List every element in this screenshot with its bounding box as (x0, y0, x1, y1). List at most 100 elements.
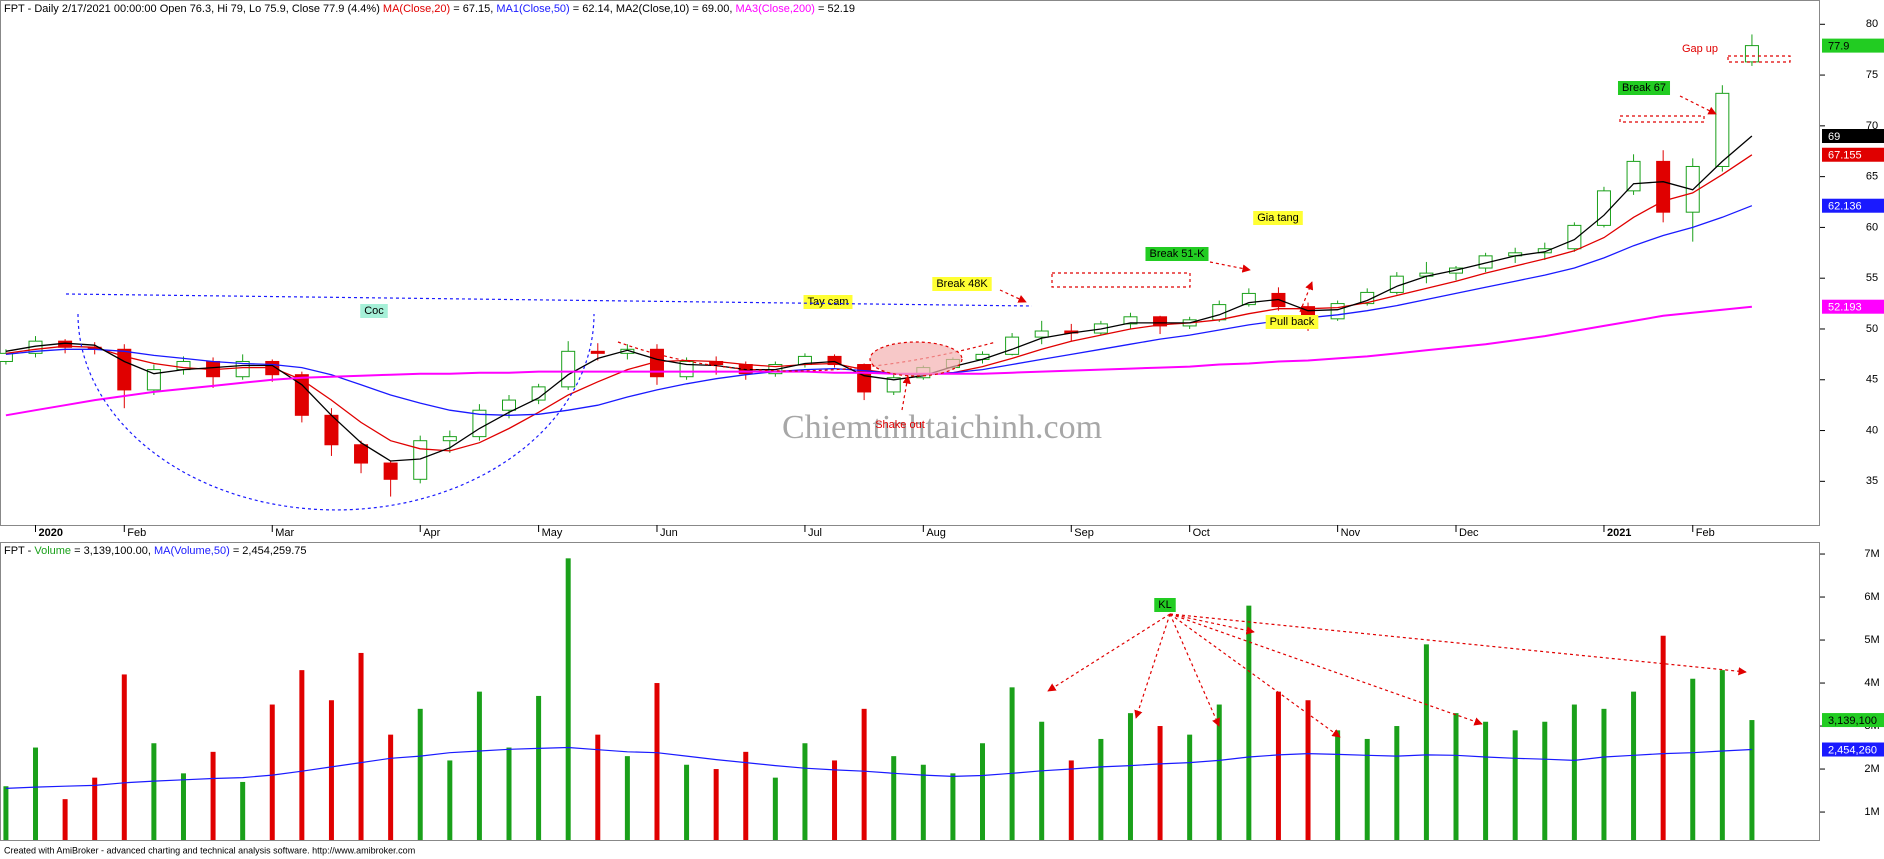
legend-readout: = 52.19 (815, 3, 855, 15)
volume-bar (891, 756, 897, 840)
volume-bar (180, 773, 186, 840)
gap-zone (1727, 55, 1791, 63)
cup-arc (77, 313, 595, 511)
annotation: Gia tang (1257, 212, 1299, 224)
volume-bar (417, 708, 423, 840)
candle-body (354, 444, 369, 464)
y-tick-label: 35 (1866, 475, 1878, 487)
annotation-box (1617, 81, 1671, 95)
candle-body (590, 350, 605, 354)
last-value-box (1822, 299, 1884, 314)
candle-body (620, 348, 635, 354)
y-tick-label: 45 (1866, 374, 1878, 386)
candle-body (1567, 224, 1582, 250)
x-tick-label: Jun (660, 527, 678, 539)
candle-body (1153, 316, 1168, 327)
last-value-label: 62.136 (1828, 201, 1862, 213)
volume-bar (654, 683, 660, 840)
x-tick-label: May (542, 527, 563, 539)
volume-bar (1394, 726, 1400, 840)
candle-body (383, 462, 398, 480)
annotation-box (803, 295, 853, 309)
panel-header: FPT - Daily 2/17/2021 00:00:00 Open 76.3… (4, 3, 855, 15)
footer: Created with AmiBroker - advanced charti… (4, 845, 415, 855)
volume-bar (743, 751, 749, 840)
x-tick-label: Feb (1696, 527, 1715, 539)
candle-body (294, 374, 309, 416)
ma-line (5, 205, 1753, 416)
candle-body (561, 350, 576, 388)
legend-name: MA1(Close,50) (496, 3, 569, 15)
annotation-box (1145, 247, 1209, 261)
annotation-box (360, 304, 388, 318)
volume-bar (1453, 713, 1459, 840)
panel-header: FPT - Volume = 3,139,100.00, MA(Volume,5… (4, 545, 307, 557)
volume-bar (210, 751, 216, 840)
annotation: Break 67 (1622, 82, 1666, 94)
volume-bar (1690, 678, 1696, 840)
last-value-box (1822, 742, 1884, 757)
last-value-box (1822, 147, 1884, 162)
header-title: FPT - (4, 545, 34, 557)
annotation: Coc (364, 305, 384, 317)
candle-body (1656, 160, 1671, 213)
volume-bar (565, 558, 571, 840)
last-value-label: 77.9 (1828, 41, 1849, 53)
last-value-label: 67.155 (1828, 150, 1862, 162)
y-tick-label: 6M (1864, 591, 1879, 603)
volume-bar (33, 747, 39, 840)
y-tick-label: 55 (1866, 272, 1878, 284)
candle-body (827, 355, 842, 366)
last-value-label: 52.193 (1828, 302, 1862, 314)
candle-body (886, 377, 901, 393)
volume-bar (1068, 760, 1074, 840)
volume-bar (240, 781, 246, 840)
arrow (999, 289, 1027, 303)
volume-bar (328, 700, 334, 840)
volume-bar (3, 786, 9, 840)
volume-bar (1423, 644, 1429, 840)
volume-bar (772, 777, 778, 840)
volume-bar (624, 756, 630, 840)
volume-bar (1660, 635, 1666, 840)
last-value-box (1822, 129, 1884, 144)
y-tick-label: 4M (1864, 677, 1879, 689)
volume-bar (388, 734, 394, 840)
volume-bar (121, 674, 127, 840)
volume-bar (684, 764, 690, 840)
x-tick-label: 2021 (1607, 527, 1631, 539)
legend-name: Volume (34, 545, 71, 557)
candle-body (1537, 248, 1552, 254)
y-tick-label: 7M (1864, 548, 1879, 560)
candle-body (679, 360, 694, 378)
x-tick-label: Oct (1193, 527, 1210, 539)
candle-body (1034, 330, 1049, 338)
y-tick-label: 40 (1866, 424, 1878, 436)
volume-bar (1009, 687, 1015, 840)
candle-body (146, 369, 161, 391)
volume-bar (1512, 730, 1518, 840)
x-tick-label: Aug (926, 527, 946, 539)
arrow (1169, 613, 1747, 676)
price-panel-frame (0, 0, 1820, 526)
candle-body (1715, 92, 1730, 167)
x-tick-label: Dec (1459, 527, 1479, 539)
volume-bar (1246, 605, 1252, 840)
legend-name: MA2(Close,10) (616, 3, 689, 15)
arrow (1169, 613, 1255, 635)
annotation: Tay cam (808, 296, 849, 308)
legend-name: MA(Volume,50) (154, 545, 230, 557)
cup-rim (65, 293, 1033, 307)
arrow (1209, 261, 1251, 273)
volume-bar (861, 708, 867, 840)
volume-bar (1157, 726, 1163, 840)
volume-bar (1542, 721, 1548, 840)
y-tick-label: 60 (1866, 221, 1878, 233)
volume-bar (595, 734, 601, 840)
arrow (1169, 613, 1220, 727)
candle-body (1123, 316, 1138, 325)
watermark: Chiemtinhtaichinh.com (782, 409, 1102, 446)
